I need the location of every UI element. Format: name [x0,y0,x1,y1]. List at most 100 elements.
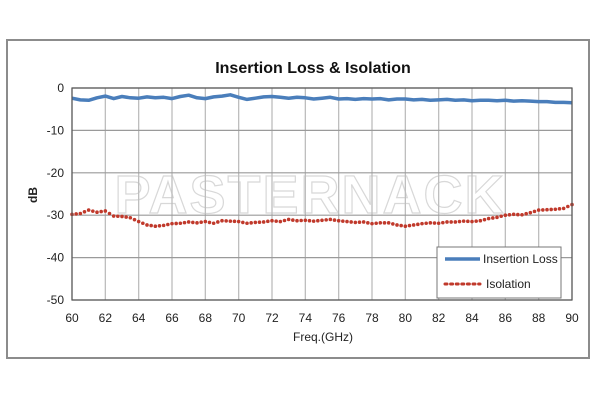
isolation-point [399,223,403,228]
isolation-point [128,215,133,220]
isolation-point [178,221,183,226]
isolation-point [386,221,391,225]
isolation-point [532,209,537,214]
y-tick-label: -50 [47,293,65,307]
isolation-point [107,211,112,216]
isolation-point [149,223,153,228]
isolation-point [211,221,216,226]
x-tick-label: 68 [199,311,213,325]
isolation-point [461,219,466,223]
isolation-point [120,214,124,219]
series-isolation [70,202,574,229]
isolation-point [86,208,91,212]
plot-area-border [71,87,573,301]
isolation-point [174,221,178,226]
isolation-point [249,221,253,225]
x-tick-label: 62 [99,311,113,325]
isolation-point [407,223,412,228]
isolation-point [520,212,524,217]
x-tick-label: 66 [165,311,179,325]
isolation-point [445,220,449,224]
x-tick-label: 86 [499,311,513,325]
isolation-point [282,218,287,223]
isolation-point [224,219,228,223]
x-tick-label: 80 [399,311,413,325]
isolation-point [220,218,224,223]
isolation-point [466,219,470,224]
isolation-point [257,220,262,224]
isolation-point [95,210,99,215]
chart-title: Insertion Loss & Isolation [215,60,411,77]
watermark: PASTERNACK [114,165,505,225]
x-axis-ticks: 60 62 64 66 68 70 72 74 76 78 80 82 84 86 88 90 [65,311,579,325]
y-axis-label: dB [26,187,40,203]
isolation-point [132,217,137,222]
isolation-point [499,214,503,219]
isolation-point [303,218,308,223]
isolation-point [320,218,324,223]
y-tick-label: -20 [47,166,65,180]
y-tick-label: -30 [47,208,65,222]
isolation-point [566,204,570,209]
isolation-point [191,220,195,225]
isolation-point [328,217,333,222]
isolation-point [511,212,516,217]
x-tick-label: 84 [465,311,479,325]
series-insertion-loss [71,93,573,105]
x-tick-label: 88 [532,311,546,325]
isolation-point [349,220,353,224]
isolation-point [416,222,420,227]
legend-box [436,246,562,299]
isolation-point [482,217,487,222]
isolation-point [261,220,266,224]
isolation-point [78,211,83,216]
isolation-point [182,220,187,225]
isolation-point [266,219,270,224]
isolation-point [324,218,328,222]
isolation-point [382,221,387,225]
isolation-point [186,220,191,224]
isolation-point [332,218,337,222]
isolation-point [503,213,508,217]
isolation-point [516,212,520,217]
isolation-point [524,211,528,216]
isolation-point [170,221,174,226]
isolation-point [245,221,249,226]
isolation-point [553,207,558,212]
isolation-point [253,220,258,225]
isolation-point [232,219,237,224]
chart-frame [6,39,590,359]
isolation-point [153,224,158,229]
isolation-point [228,219,233,223]
isolation-point [157,224,162,228]
isolation-point [291,218,295,222]
isolation-point [391,222,395,226]
isolation-point [353,220,358,225]
isolation-point [453,220,458,224]
isolation-point [474,219,478,223]
isolation-point [357,220,362,224]
x-tick-label: 72 [265,311,279,325]
isolation-point [278,219,283,224]
isolation-point [366,221,370,225]
isolation-point [536,208,541,212]
isolation-point [457,219,462,224]
isolation-point [316,218,320,223]
isolation-point [295,218,299,223]
isolation-point [299,218,303,223]
isolation-point [378,221,383,225]
isolation-point [74,212,78,216]
isolation-point [336,218,341,223]
y-axis-ticks: 0 -10 -20 -30 -40 -50 [47,81,65,307]
legend-label-insertion-loss: Insertion Loss [483,252,558,266]
isolation-point [82,210,87,214]
legend-label-isolation: Isolation [486,277,531,291]
isolation-point [216,220,220,224]
x-tick-label: 60 [65,311,79,325]
y-tick-label: -40 [47,251,65,265]
x-tick-label: 78 [365,311,379,325]
isolation-point [441,220,445,225]
isolation-point [403,224,408,229]
insertion-loss-line [71,93,573,105]
